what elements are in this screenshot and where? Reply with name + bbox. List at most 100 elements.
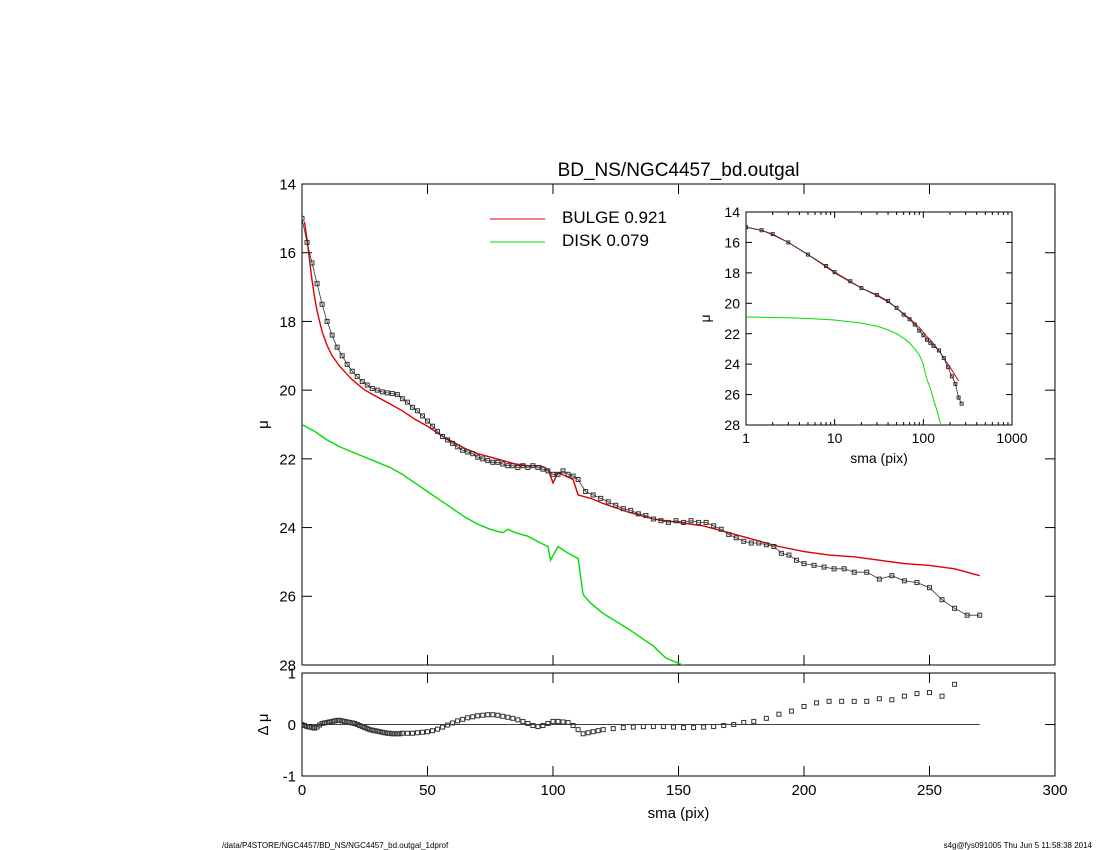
data-point-residual <box>505 714 511 720</box>
data-point-residual <box>570 723 576 729</box>
data-point-data <box>874 292 879 297</box>
data-point-data <box>650 516 656 522</box>
data-point-residual <box>480 712 486 718</box>
x-tick-label: 150 <box>666 782 691 799</box>
data-point-data <box>941 356 946 361</box>
data-point-data <box>620 506 626 512</box>
panel-2-marks <box>302 681 958 737</box>
data-point-data <box>480 456 486 462</box>
data-point-data <box>824 264 829 269</box>
data-point-data <box>733 535 739 541</box>
y-tick-label: 28 <box>279 657 296 674</box>
data-point-data <box>394 392 400 398</box>
panel-1-marks <box>746 225 964 425</box>
data-point-data <box>530 463 536 469</box>
data-point-data <box>319 301 325 307</box>
data-point-data <box>770 232 775 237</box>
data-point-residual <box>560 719 566 725</box>
data-point-data <box>921 333 926 338</box>
data-point-data <box>635 511 641 517</box>
data-point-residual <box>610 726 616 732</box>
x-tick-label: 300 <box>1042 782 1067 799</box>
data-point-data <box>939 597 945 603</box>
data-point-residual <box>565 719 571 725</box>
data-point-residual <box>889 697 895 703</box>
data-point-residual <box>691 725 697 731</box>
data-point-residual <box>329 718 335 724</box>
data-point-residual <box>731 722 737 727</box>
data-point-data <box>778 550 784 556</box>
data-point-data <box>465 449 471 455</box>
data-point-data <box>349 368 355 374</box>
data-point-data <box>440 434 446 440</box>
series-line-disk <box>302 423 685 665</box>
data-point-residual <box>520 718 526 724</box>
data-point-data <box>763 542 769 548</box>
data-point-data <box>435 428 441 434</box>
chart-title: BD_NS/NGC4457_bd.outgal <box>558 160 800 181</box>
panel-0-axes: 14 16 18 20 22 24 26 28 <box>279 176 1056 674</box>
data-point-residual <box>435 726 441 732</box>
data-point-residual <box>460 716 466 722</box>
data-point-residual <box>319 720 325 726</box>
data-point-residual <box>327 719 333 725</box>
data-point-residual <box>389 731 395 737</box>
data-profile-line <box>302 218 980 616</box>
data-point-data <box>520 463 526 469</box>
data-point-data <box>931 343 936 348</box>
data-point-residual <box>600 727 606 733</box>
data-point-data <box>658 518 664 524</box>
data-point-residual <box>372 728 378 734</box>
data-point-residual <box>914 691 920 697</box>
data-point-residual <box>801 703 807 709</box>
data-point-data <box>334 344 340 350</box>
series-line-bulge <box>303 221 980 577</box>
data-point-data <box>460 447 466 453</box>
data-point-data <box>665 519 671 525</box>
data-point-data <box>324 318 330 324</box>
data-point-data <box>359 379 365 385</box>
data-point-data <box>901 312 906 317</box>
data-point-residual <box>397 731 403 737</box>
data-point-residual <box>495 712 501 718</box>
data-point-data <box>485 458 491 464</box>
series-line-bulge <box>746 226 960 382</box>
x-tick-label: 50 <box>419 782 436 799</box>
data-point-data <box>329 332 335 338</box>
data-point-residual <box>555 718 561 724</box>
data-point-data <box>936 348 941 353</box>
data-point-data <box>613 502 619 508</box>
data-point-residual <box>384 730 390 736</box>
data-point-data <box>399 396 405 402</box>
data-point-data <box>545 468 551 474</box>
data-point-data <box>590 492 596 498</box>
data-point-data <box>889 573 895 579</box>
data-point-residual <box>952 681 958 687</box>
x-tick-label: 1 <box>742 430 750 446</box>
data-point-data <box>925 337 930 342</box>
data-point-data <box>430 423 436 429</box>
data-point-data <box>917 328 922 333</box>
data-point-residual <box>585 730 591 736</box>
y-tick-label: 26 <box>279 589 296 606</box>
data-point-residual <box>369 727 375 733</box>
y-tick-label: 28 <box>724 417 740 433</box>
data-point-residual <box>364 726 370 732</box>
y-tick-label: 20 <box>279 383 296 400</box>
data-point-data <box>726 531 732 537</box>
data-point-residual <box>545 720 551 726</box>
data-point-data <box>515 464 521 470</box>
data-point-data <box>309 260 315 266</box>
data-point-residual <box>414 730 420 736</box>
data-point-residual <box>595 728 601 734</box>
data-point-residual <box>540 723 546 729</box>
data-point-residual <box>354 722 360 727</box>
y-tick-label: 20 <box>724 295 740 311</box>
data-point-residual <box>814 700 820 706</box>
data-point-residual <box>445 722 451 728</box>
data-point-data <box>928 340 933 345</box>
data-point-data <box>605 499 611 505</box>
data-point-data <box>894 305 899 310</box>
data-point-data <box>414 408 420 414</box>
data-point-data <box>583 488 589 494</box>
